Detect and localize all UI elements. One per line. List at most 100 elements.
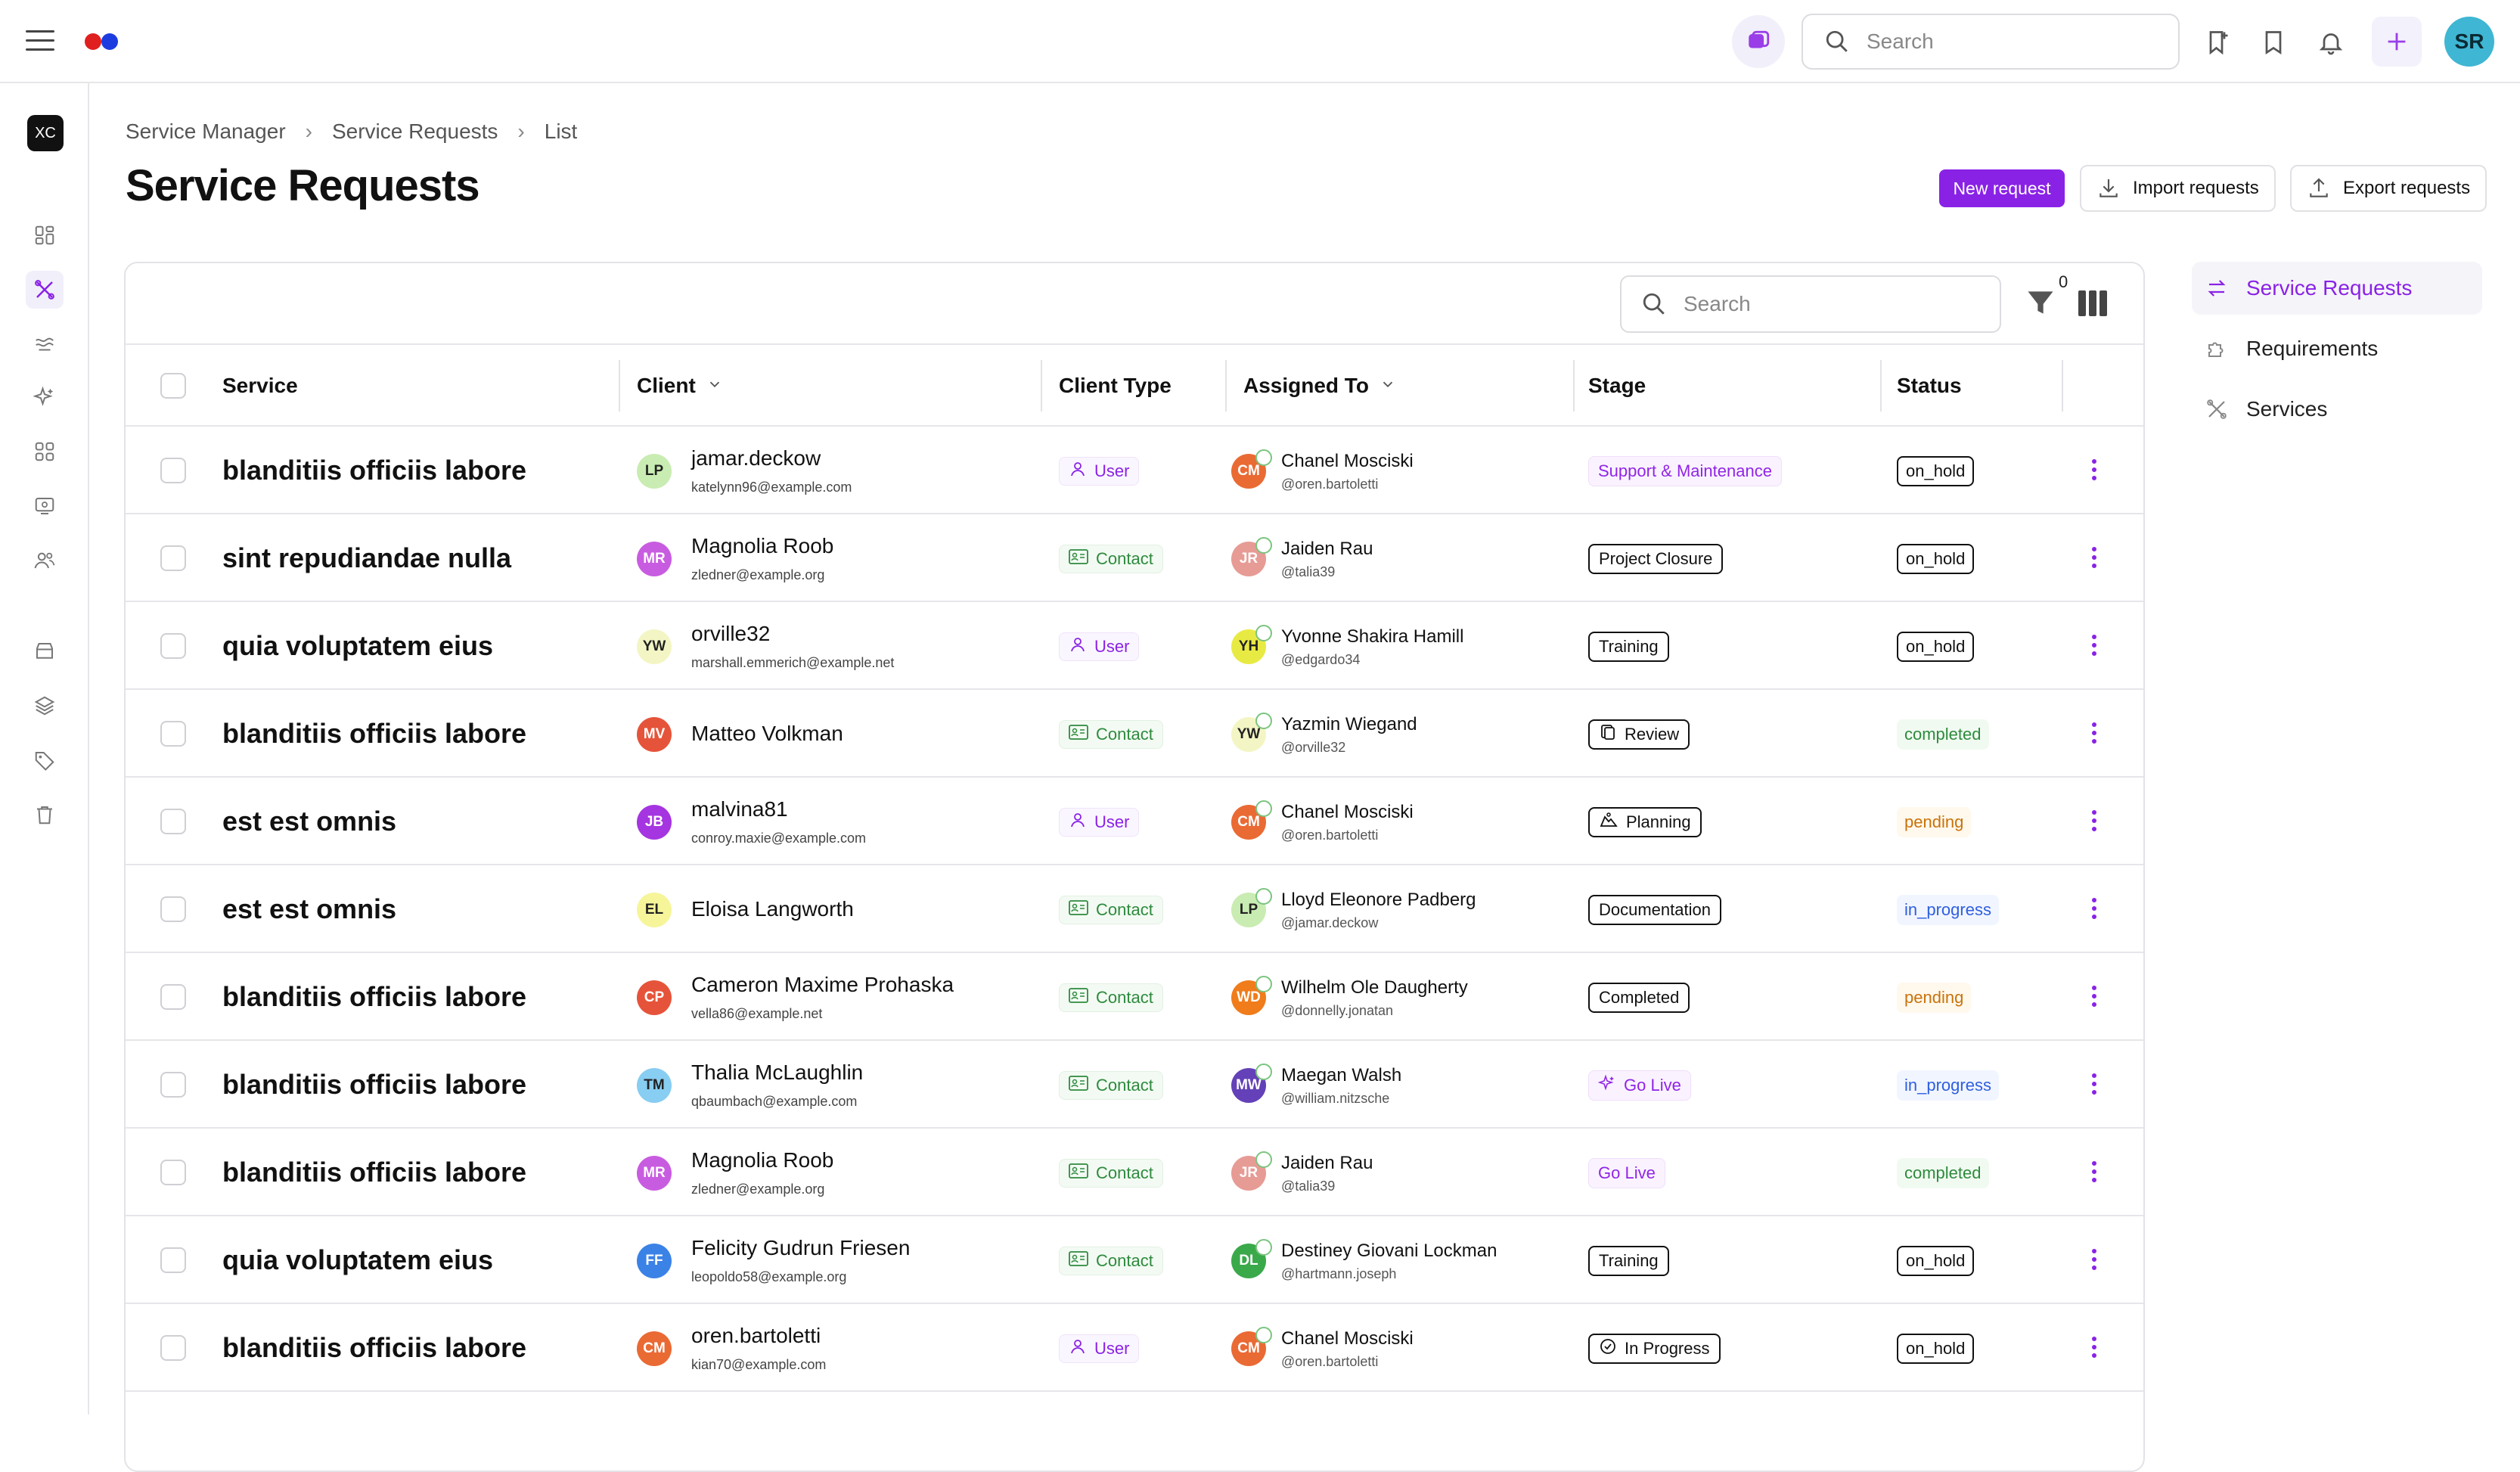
row-more-icon[interactable] bbox=[2089, 1334, 2099, 1362]
archive-icon[interactable] bbox=[26, 632, 64, 670]
service-name[interactable]: blanditiis officiis labore bbox=[222, 1157, 527, 1188]
assignee-name[interactable]: Maegan Walsh bbox=[1281, 1065, 1402, 1085]
columns-icon[interactable] bbox=[2078, 290, 2109, 316]
table-row[interactable]: blanditiis officiis labore CP Cameron Ma… bbox=[126, 953, 2143, 1041]
layers-icon[interactable] bbox=[26, 687, 64, 725]
row-more-icon[interactable] bbox=[2089, 720, 2099, 747]
assignee-name[interactable]: Jaiden Rau bbox=[1281, 1153, 1373, 1173]
service-name[interactable]: est est omnis bbox=[222, 893, 397, 924]
client-name[interactable]: Eloisa Langworth bbox=[691, 897, 854, 921]
right-nav-services[interactable]: Services bbox=[2192, 383, 2482, 436]
service-name[interactable]: blanditiis officiis labore bbox=[222, 718, 527, 749]
service-name[interactable]: blanditiis officiis labore bbox=[222, 1069, 527, 1100]
app-logo[interactable] bbox=[85, 33, 121, 50]
column-header-service[interactable]: Service bbox=[222, 345, 298, 427]
row-checkbox[interactable] bbox=[160, 633, 186, 659]
bookmark-icon[interactable] bbox=[2257, 26, 2290, 59]
column-header-client-type[interactable]: Client Type bbox=[1059, 345, 1172, 427]
assignee-name[interactable]: Wilhelm Ole Daugherty bbox=[1281, 977, 1468, 998]
filter-icon[interactable] bbox=[2024, 286, 2060, 322]
monitor-icon[interactable] bbox=[26, 487, 64, 525]
column-header-assigned-to[interactable]: Assigned To bbox=[1243, 345, 1396, 427]
table-row[interactable]: est est omnis EL Eloisa Langworth Contac… bbox=[126, 865, 2143, 953]
assignee-name[interactable]: Chanel Mosciski bbox=[1281, 802, 1414, 822]
global-search-input[interactable]: Search bbox=[1802, 14, 2180, 70]
row-checkbox[interactable] bbox=[160, 896, 186, 922]
right-nav-service-requests[interactable]: Service Requests bbox=[2192, 262, 2482, 315]
dashboard-icon[interactable] bbox=[26, 216, 64, 254]
row-more-icon[interactable] bbox=[2089, 983, 2099, 1011]
bookmark-add-icon[interactable] bbox=[2201, 26, 2234, 59]
assignee-name[interactable]: Chanel Mosciski bbox=[1281, 1328, 1414, 1349]
table-row[interactable]: blanditiis officiis labore LP jamar.deck… bbox=[126, 427, 2143, 514]
tools-icon[interactable] bbox=[26, 271, 64, 309]
table-row[interactable]: quia voluptatem eius FF Felicity Gudrun … bbox=[126, 1216, 2143, 1304]
row-checkbox[interactable] bbox=[160, 1247, 186, 1273]
column-header-status[interactable]: Status bbox=[1897, 345, 1962, 427]
row-checkbox[interactable] bbox=[160, 458, 186, 483]
service-name[interactable]: est est omnis bbox=[222, 806, 397, 837]
sparkle-icon[interactable] bbox=[26, 378, 64, 416]
row-checkbox[interactable] bbox=[160, 984, 186, 1010]
service-name[interactable]: quia voluptatem eius bbox=[222, 1244, 494, 1275]
row-more-icon[interactable] bbox=[2089, 1071, 2099, 1098]
assignee-name[interactable]: Yvonne Shakira Hamill bbox=[1281, 626, 1464, 647]
service-name[interactable]: blanditiis officiis labore bbox=[222, 981, 527, 1012]
client-name[interactable]: Thalia McLaughlin bbox=[691, 1061, 864, 1084]
row-checkbox[interactable] bbox=[160, 1072, 186, 1098]
table-search-input[interactable]: Search bbox=[1620, 275, 2001, 333]
client-name[interactable]: Cameron Maxime Prohaska bbox=[691, 973, 954, 996]
row-more-icon[interactable] bbox=[2089, 1247, 2099, 1274]
new-request-button[interactable]: New request bbox=[1939, 169, 2065, 207]
bell-icon[interactable] bbox=[2314, 26, 2348, 59]
client-name[interactable]: oren.bartoletti bbox=[691, 1324, 821, 1347]
trash-icon[interactable] bbox=[26, 796, 64, 834]
stream-icon[interactable] bbox=[26, 325, 64, 363]
row-checkbox[interactable] bbox=[160, 545, 186, 571]
breadcrumb-service-requests[interactable]: Service Requests bbox=[331, 120, 498, 143]
service-name[interactable]: sint repudiandae nulla bbox=[222, 542, 512, 573]
row-more-icon[interactable] bbox=[2089, 457, 2099, 484]
tag-icon[interactable] bbox=[26, 741, 64, 779]
client-name[interactable]: Felicity Gudrun Friesen bbox=[691, 1236, 911, 1259]
row-checkbox[interactable] bbox=[160, 1335, 186, 1361]
import-requests-button[interactable]: Import requests bbox=[2080, 165, 2276, 212]
right-nav-requirements[interactable]: Requirements bbox=[2192, 322, 2482, 375]
assignee-name[interactable]: Jaiden Rau bbox=[1281, 539, 1373, 559]
row-more-icon[interactable] bbox=[2089, 1159, 2099, 1186]
row-checkbox[interactable] bbox=[160, 721, 186, 747]
row-more-icon[interactable] bbox=[2089, 545, 2099, 572]
export-requests-button[interactable]: Export requests bbox=[2290, 165, 2487, 212]
grid-icon[interactable] bbox=[26, 433, 64, 470]
assignee-name[interactable]: Destiney Giovani Lockman bbox=[1281, 1241, 1497, 1261]
table-row[interactable]: blanditiis officiis labore TM Thalia McL… bbox=[126, 1041, 2143, 1129]
breadcrumb-service-manager[interactable]: Service Manager bbox=[126, 120, 286, 143]
table-row[interactable]: sint repudiandae nulla MR Magnolia Roob … bbox=[126, 514, 2143, 602]
column-header-client[interactable]: Client bbox=[637, 345, 723, 427]
client-name[interactable]: Magnolia Roob bbox=[691, 534, 834, 557]
row-more-icon[interactable] bbox=[2089, 808, 2099, 835]
table-row[interactable]: blanditiis officiis labore MV Matteo Vol… bbox=[126, 690, 2143, 778]
assignee-name[interactable]: Lloyd Eleonore Padberg bbox=[1281, 890, 1476, 910]
row-checkbox[interactable] bbox=[160, 809, 186, 834]
table-row[interactable]: est est omnis JB malvina81 conroy.maxie@… bbox=[126, 778, 2143, 865]
service-name[interactable]: quia voluptatem eius bbox=[222, 630, 494, 661]
client-name[interactable]: jamar.deckow bbox=[691, 446, 821, 470]
users-icon[interactable] bbox=[26, 542, 64, 579]
workspace-badge[interactable]: XC bbox=[27, 115, 64, 151]
table-row[interactable]: blanditiis officiis labore MR Magnolia R… bbox=[126, 1129, 2143, 1216]
chat-icon[interactable] bbox=[1732, 15, 1785, 68]
client-name[interactable]: orville32 bbox=[691, 622, 771, 645]
create-plus-button[interactable] bbox=[2372, 17, 2422, 67]
column-header-stage[interactable]: Stage bbox=[1588, 345, 1646, 427]
row-checkbox[interactable] bbox=[160, 1160, 186, 1185]
client-name[interactable]: Matteo Volkman bbox=[691, 722, 843, 745]
assignee-name[interactable]: Yazmin Wiegand bbox=[1281, 714, 1417, 734]
client-name[interactable]: Magnolia Roob bbox=[691, 1148, 834, 1172]
client-name[interactable]: malvina81 bbox=[691, 797, 788, 821]
table-row[interactable]: quia voluptatem eius YW orville32 marsha… bbox=[126, 602, 2143, 690]
service-name[interactable]: blanditiis officiis labore bbox=[222, 455, 527, 486]
row-more-icon[interactable] bbox=[2089, 896, 2099, 923]
select-all-checkbox[interactable] bbox=[160, 373, 186, 399]
table-row[interactable]: blanditiis officiis labore CM oren.barto… bbox=[126, 1304, 2143, 1392]
